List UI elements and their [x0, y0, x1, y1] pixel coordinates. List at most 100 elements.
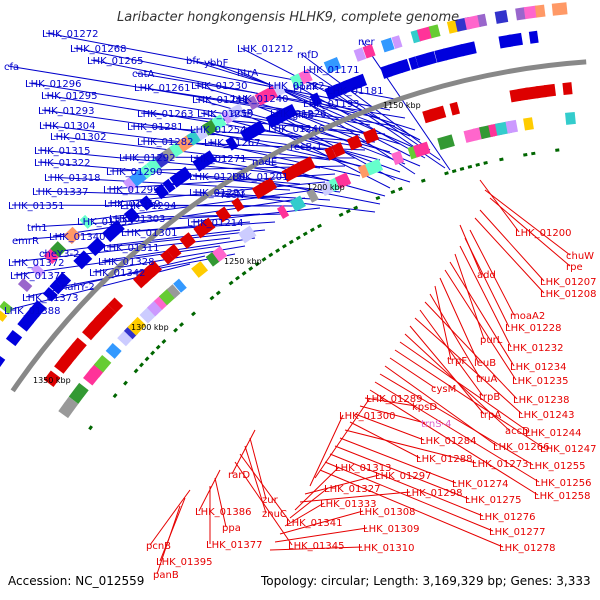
forward-gene-label: LHK_01296 — [25, 79, 81, 90]
forward-gene-label: LHK_01271 — [190, 154, 246, 165]
reverse-gene-leader-line — [299, 491, 411, 503]
annotation-feature — [295, 235, 301, 241]
forward-gene-feature — [153, 183, 169, 200]
annotation-feature — [391, 150, 405, 166]
reverse-gene-leader-line — [489, 197, 571, 267]
forward-gene-feature — [408, 56, 419, 70]
annotation-feature — [241, 270, 247, 276]
reverse-gene-leader-line — [329, 453, 484, 517]
reverse-gene-label: LHK_01232 — [507, 343, 563, 354]
forward-gene-feature — [398, 58, 411, 73]
annotation-feature — [272, 82, 286, 97]
annotation-feature — [390, 189, 396, 195]
reverse-gene-label: LHK_01266 — [493, 442, 549, 453]
forward-gene-label: LHK_01292 — [119, 153, 175, 164]
forward-gene-label: LHK_01299 — [103, 185, 159, 196]
reverse-gene-leader-line — [374, 381, 540, 483]
forward-gene-feature — [5, 330, 23, 347]
reverse-gene-label: pcnB — [146, 541, 171, 552]
reverse-gene-label: LHK_01288 — [416, 454, 472, 465]
reverse-gene-leader-line — [359, 405, 426, 424]
annotation-feature — [464, 15, 482, 30]
annotation-feature — [154, 151, 170, 168]
reverse-gene-leader-line — [289, 487, 329, 519]
annotation-feature — [226, 103, 246, 122]
forward-gene-leader-line — [90, 59, 381, 119]
reverse-gene-feature — [43, 370, 61, 387]
forward-gene-label: LHK_01241 — [192, 95, 248, 106]
annotation-feature — [248, 266, 254, 271]
forward-gene-label: LHK_01290 — [106, 167, 162, 178]
forward-gene-leader-line — [7, 65, 371, 126]
annotation-feature — [150, 350, 156, 356]
reverse-gene-leader-line — [429, 293, 481, 379]
forward-gene-feature — [282, 104, 298, 120]
reverse-gene-label: purL — [480, 335, 503, 346]
reverse-gene-leader-line — [444, 269, 517, 381]
forward-gene-label: LHK_01181 — [327, 86, 383, 97]
forward-gene-label: LHK_01222 — [268, 81, 324, 92]
annotation-feature — [179, 322, 184, 328]
reverse-gene-label: trnS-4 — [421, 419, 452, 430]
annotation-feature — [467, 164, 473, 169]
reverse-gene-label: leuB — [474, 358, 496, 369]
reverse-gene-label: LHK_01255 — [529, 461, 585, 472]
kbp-scale: 1150 kbp 1200 kbp 1250 kbp 1300 kbp 1350… — [33, 101, 421, 385]
forward-gene-feature — [54, 272, 72, 289]
annotation-feature — [451, 169, 457, 174]
annotation-feature — [211, 114, 227, 130]
forward-gene-label: htrA — [237, 68, 258, 79]
forward-gene-leader-line — [330, 89, 446, 169]
forward-gene-feature — [0, 352, 6, 370]
forward-gene-label: bfr — [186, 56, 201, 67]
forward-gene-label: LHK_01342 — [89, 268, 145, 279]
forward-gene-label: LHK_01373 — [22, 293, 78, 304]
accession-text: Accession: NC_012559 — [8, 574, 144, 588]
annotation-feature — [127, 316, 147, 336]
forward-gene-label: LHK_01375 — [10, 271, 66, 282]
forward-gene-leader-line — [207, 61, 411, 137]
annotation-feature — [166, 284, 181, 299]
reverse-gene-feature — [60, 349, 77, 366]
annotation-feature — [428, 24, 441, 39]
reverse-gene-feature — [535, 85, 547, 99]
annotation-feature — [212, 246, 228, 262]
reverse-gene-label: LHK_01395 — [156, 557, 212, 568]
forward-gene-label: LHK_01294 — [120, 201, 176, 212]
forward-gene-label: LHK_01240 — [232, 94, 288, 105]
reverse-gene-leader-line — [484, 189, 571, 256]
reverse-gene-label: LHK_01289 — [366, 394, 422, 405]
annotation-feature — [64, 396, 79, 411]
forward-gene-label: LHK_01246 — [268, 124, 324, 135]
reverse-gene-label: LHK_01386 — [195, 507, 251, 518]
annotation-feature — [235, 275, 240, 281]
reverse-gene-leader-line — [231, 429, 256, 475]
forward-gene-label: LHK_01351 — [8, 201, 64, 212]
reverse-gene-label: LHK_01310 — [358, 543, 414, 554]
annotation-feature — [68, 389, 84, 404]
reverse-gene-label: LHK_01341 — [286, 518, 342, 529]
annotation-feature — [215, 290, 221, 296]
annotation-feature — [123, 325, 138, 340]
forward-gene-feature — [225, 136, 239, 151]
annotation-feature — [281, 243, 287, 249]
reverse-gene-feature — [509, 88, 521, 103]
annotation-feature — [173, 278, 187, 293]
annotation-feature — [334, 172, 352, 189]
reverse-gene-label: LHK_01327 — [324, 484, 380, 495]
forward-gene-feature — [507, 32, 523, 47]
reverse-gene-label: cysM — [431, 384, 456, 395]
forward-gene-label: LHK_01293 — [38, 106, 94, 117]
annotation-feature — [105, 343, 122, 359]
annotation-feature — [123, 380, 128, 386]
reverse-gene-label: rpe — [566, 262, 583, 273]
forward-gene-label: LHK_01295 — [41, 91, 97, 102]
forward-gene-leader-line — [42, 229, 241, 254]
reverse-gene-label: LHK_01208 — [540, 289, 596, 300]
forward-gene-feature — [42, 287, 58, 302]
forward-gene-label: emrR — [12, 236, 39, 247]
reverse-gene-feature — [346, 134, 363, 151]
forward-gene-feature — [426, 51, 437, 65]
annotation-feature — [162, 146, 178, 163]
